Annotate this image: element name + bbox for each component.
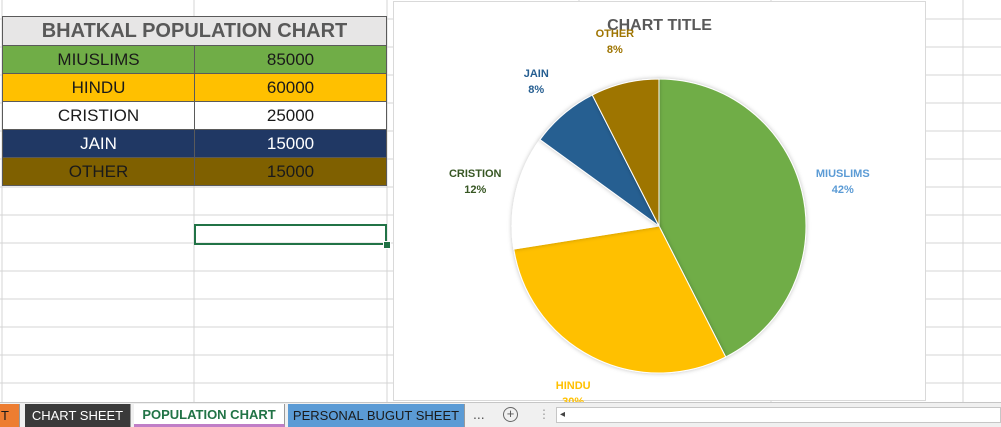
data-label-other[interactable]: OTHER 8% bbox=[575, 26, 655, 58]
data-label-cristion[interactable]: CRISTION 12% bbox=[435, 166, 515, 198]
data-label-percent: 8% bbox=[606, 44, 623, 57]
pie-slice-hindu[interactable] bbox=[513, 225, 727, 374]
sheet-tab-population-chart[interactable]: POPULATION CHART bbox=[134, 404, 285, 427]
horizontal-scrollbar[interactable]: ◂ bbox=[556, 407, 1001, 423]
add-sheet-icon[interactable]: + bbox=[503, 407, 518, 422]
table-cell-label[interactable]: CRISTION bbox=[2, 102, 195, 130]
data-label-name: CRISTION bbox=[448, 167, 502, 180]
data-label-name: HINDU bbox=[555, 380, 591, 393]
data-label-percent: 12% bbox=[464, 183, 487, 196]
sheet-tab-partial[interactable]: T bbox=[0, 404, 20, 427]
data-label-jain[interactable]: JAIN 8% bbox=[496, 66, 576, 98]
data-label-name: OTHER bbox=[595, 28, 635, 41]
data-label-percent: 8% bbox=[528, 84, 545, 97]
sheet-tab-personal-bugut-sheet[interactable]: PERSONAL BUGUT SHEET bbox=[288, 404, 465, 427]
table-cell-value[interactable]: 15000 bbox=[195, 158, 387, 186]
table-cell-value[interactable]: 15000 bbox=[195, 130, 387, 158]
pie-plot-area bbox=[511, 78, 807, 374]
table-title[interactable]: BHATKAL POPULATION CHART bbox=[2, 16, 387, 46]
table-cell-value[interactable]: 25000 bbox=[195, 102, 387, 130]
table-cell-label[interactable]: JAIN bbox=[2, 130, 195, 158]
pie-chart[interactable]: CHART TITLE MIUSLIMS42%HINDU30%CRISTION1… bbox=[393, 1, 926, 408]
sheet-tab-bar: T CHART SHEET POPULATION CHART PERSONAL … bbox=[0, 402, 1001, 427]
pie-slice-cristion[interactable] bbox=[511, 138, 661, 250]
data-label-percent: 42% bbox=[831, 183, 854, 196]
table-cell-label[interactable]: HINDU bbox=[2, 74, 195, 102]
split-handle-icon[interactable]: ⋮ bbox=[538, 407, 550, 421]
selected-cell[interactable] bbox=[194, 224, 387, 245]
table-cell-label[interactable]: OTHER bbox=[2, 158, 195, 186]
data-label-name: JAIN bbox=[523, 68, 549, 81]
data-label-miuslims[interactable]: MIUSLIMS 42% bbox=[803, 166, 883, 198]
fill-handle[interactable] bbox=[383, 241, 391, 249]
more-sheets-button[interactable]: ... bbox=[473, 406, 485, 422]
table-cell-label[interactable]: MIUSLIMS bbox=[2, 46, 195, 74]
scroll-left-icon[interactable]: ◂ bbox=[560, 409, 566, 420]
pie-slice-miuslims[interactable] bbox=[658, 78, 807, 358]
data-label-name: MIUSLIMS bbox=[815, 167, 870, 180]
table-cell-value[interactable]: 60000 bbox=[195, 74, 387, 102]
pie-slice-other[interactable] bbox=[591, 78, 660, 227]
table-cell-value[interactable]: 85000 bbox=[195, 46, 387, 74]
sheet-tab-chart-sheet[interactable]: CHART SHEET bbox=[25, 404, 131, 427]
chart-title[interactable]: CHART TITLE bbox=[607, 17, 712, 34]
